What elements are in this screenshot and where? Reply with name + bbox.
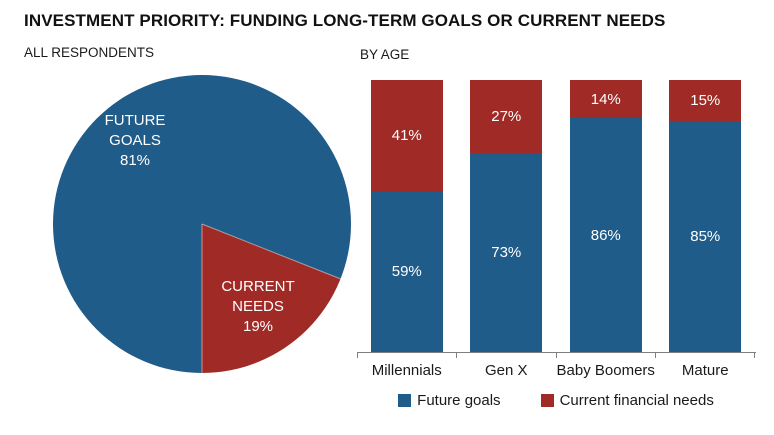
- category-label-millennials: Millennials: [371, 362, 442, 379]
- pie-label-line: FUTURE: [104, 112, 166, 129]
- bar-value-label: 14%: [590, 90, 621, 108]
- legend-swatch-current-needs-icon: [540, 394, 554, 407]
- bar-segment-current-needs: 15%: [669, 80, 742, 121]
- category-axis-labels: Millennials Gen X Baby Boomers Mature: [357, 362, 755, 379]
- pie-label-line: 81%: [119, 152, 151, 169]
- axis-tick: [456, 353, 457, 358]
- bar-segment-current-needs: 27%: [470, 80, 543, 154]
- pie-label-line: GOALS: [109, 132, 161, 149]
- axis-tick: [357, 353, 358, 358]
- bar-slot: 14% 86%: [556, 80, 656, 352]
- bar-value-label: 85%: [690, 227, 721, 245]
- pie-section-title: ALL RESPONDENTS: [24, 45, 155, 60]
- bar-slot: 15% 85%: [656, 80, 756, 352]
- legend-item-current-needs: Current financial needs: [540, 392, 714, 409]
- bar-value-label: 73%: [491, 244, 522, 262]
- bar-segment-future-goals: 85%: [669, 120, 742, 352]
- bar-segment-current-needs: 14%: [569, 80, 642, 119]
- bar-segment-current-needs: 41%: [370, 80, 443, 192]
- bar-mature: 15% 85%: [669, 80, 742, 352]
- legend-label: Future goals: [417, 392, 501, 409]
- bar-slot: 27% 73%: [457, 80, 557, 352]
- category-label-gen-x: Gen X: [484, 362, 528, 379]
- bar-segment-future-goals: 59%: [370, 191, 443, 352]
- legend-label: Current financial needs: [559, 392, 714, 409]
- bar-segment-future-goals: 86%: [569, 118, 642, 352]
- bar-baby-boomers: 14% 86%: [569, 80, 642, 352]
- bar-slot: 41% 59%: [357, 80, 457, 352]
- bar-section-title: BY AGE: [360, 47, 410, 62]
- legend-item-future-goals: Future goals: [398, 392, 501, 409]
- bar-value-label: 41%: [391, 127, 422, 145]
- pie-slice-divider-lines: [201, 223, 341, 373]
- bar-value-label: 59%: [391, 263, 422, 281]
- axis-tick: [556, 353, 557, 358]
- axis-tick: [754, 353, 755, 358]
- page-title: INVESTMENT PRIORITY: FUNDING LONG-TERM G…: [24, 11, 666, 30]
- pie-label-current-needs: CURRENT NEEDS 19%: [221, 277, 294, 337]
- category-label-baby-boomers: Baby Boomers: [556, 362, 655, 379]
- bar-chart: 41% 59% 27% 73% 14%: [357, 80, 755, 352]
- bar-segment-future-goals: 73%: [470, 153, 543, 352]
- pie-label-line: CURRENT: [221, 278, 295, 295]
- bar-value-label: 27%: [491, 108, 522, 126]
- x-axis: [357, 352, 756, 359]
- pie-label-future-goals: FUTURE GOALS 81%: [105, 111, 166, 171]
- pie-chart: FUTURE GOALS 81% CURRENT NEEDS 19%: [53, 75, 351, 373]
- pie-label-line: NEEDS: [232, 298, 284, 315]
- legend-swatch-future-goals-icon: [398, 394, 412, 407]
- pie-label-line: 19%: [242, 318, 274, 335]
- bar-value-label: 86%: [590, 226, 621, 244]
- bar-millennials: 41% 59%: [370, 80, 443, 352]
- legend: Future goals Current financial needs: [357, 392, 755, 409]
- bar-value-label: 15%: [690, 91, 721, 109]
- bar-gen-x: 27% 73%: [470, 80, 543, 352]
- category-label-mature: Mature: [681, 362, 729, 379]
- axis-tick: [655, 353, 656, 358]
